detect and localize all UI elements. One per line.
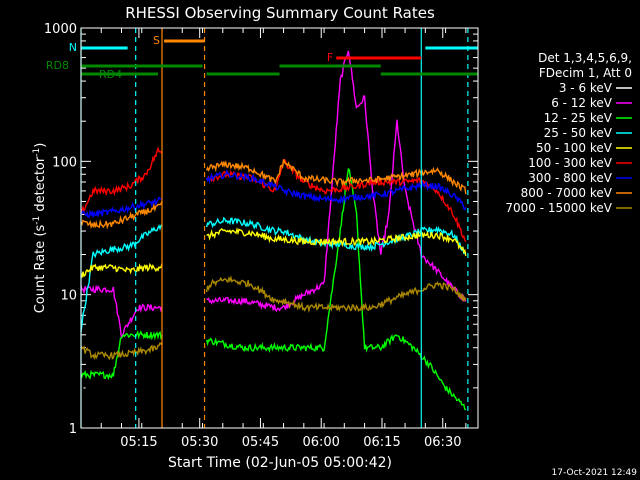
- series-line: [80, 159, 467, 230]
- series-line: [80, 167, 467, 411]
- y-axis-label-end: ): [33, 143, 48, 148]
- series-line: [80, 226, 467, 278]
- x-tick-label: 05:30: [181, 435, 218, 450]
- legend-header-line1: Det 1,3,4,5,6,9,: [538, 51, 632, 65]
- legend-label: 6 - 12 keV: [551, 96, 613, 110]
- series-line: [80, 146, 467, 243]
- legend-label: 100 - 300 keV: [528, 156, 612, 170]
- legend-label: 300 - 800 keV: [528, 171, 612, 185]
- y-tick-label: 1000: [44, 22, 77, 37]
- legend-label: 3 - 6 keV: [559, 81, 613, 95]
- y-tick-label: 10: [60, 289, 77, 304]
- legend-label: 25 - 50 keV: [544, 126, 613, 140]
- legend-label: 800 - 7000 keV: [521, 186, 613, 200]
- y-axis-label-sup1: -1: [32, 216, 42, 225]
- plot-frame: [80, 27, 479, 429]
- flag-label: RD8: [46, 59, 69, 72]
- chart-title: RHESSI Observing Summary Count Rates: [125, 4, 435, 22]
- y-axis-label: Count Rate (s-1 detector-1): [32, 143, 48, 314]
- y-axis-label-mid: detector: [33, 156, 48, 216]
- legend-label: 12 - 25 keV: [544, 111, 613, 125]
- series-line: [80, 75, 467, 415]
- legend-header-line2: FDecim 1, Att 0: [539, 66, 632, 80]
- flag-label: S: [153, 34, 160, 47]
- x-tick-label: 06:30: [424, 435, 461, 450]
- series-line: [80, 216, 467, 332]
- y-tick-label: 1: [69, 422, 77, 437]
- y-tick-label: 100: [52, 155, 77, 170]
- x-axis-label: Start Time (02-Jun-05 05:00:42): [168, 455, 392, 471]
- x-tick-label: 05:45: [242, 435, 279, 450]
- legend-label: 7000 - 15000 keV: [505, 201, 612, 215]
- flag-label: RD4: [99, 68, 122, 81]
- x-tick-label: 06:00: [302, 435, 339, 450]
- y-axis-label-sup2: -1: [32, 148, 42, 157]
- x-tick-label: 05:15: [120, 435, 157, 450]
- y-axis-label-text: Count Rate (s: [33, 225, 48, 314]
- series-line: [80, 168, 467, 218]
- legend-label: 50 - 100 keV: [536, 141, 613, 155]
- x-tick-label: 06:15: [363, 435, 400, 450]
- plot-layer: 1 10 100 1000 05:15 05:30 05:45 06:00 06:15 06:30…: [44, 22, 478, 450]
- flag-label: F: [327, 51, 333, 64]
- timestamp: 17-Oct-2021 12:49: [552, 468, 638, 478]
- flag-label: N: [69, 41, 77, 54]
- series-line: [80, 275, 467, 361]
